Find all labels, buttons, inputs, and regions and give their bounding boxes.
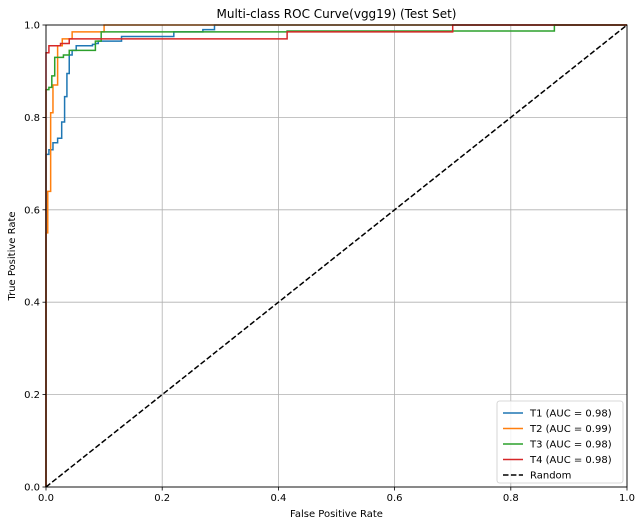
- x-tick-label: 0.8: [503, 493, 519, 504]
- x-tick-label: 1.0: [619, 493, 635, 504]
- series-line-5: [45, 24, 628, 488]
- plot-frame: [45, 24, 628, 488]
- x-tick-label: 0.2: [154, 493, 170, 504]
- y-tick-label: 0.2: [24, 390, 40, 401]
- y-tick-label: 0.4: [24, 298, 40, 309]
- y-tick-label: 0.0: [24, 483, 40, 494]
- chart-title: Multi-class ROC Curve(vgg19) (Test Set): [217, 7, 457, 21]
- legend-label: Random: [530, 471, 571, 482]
- legend-label: T4 (AUC = 0.98): [529, 455, 612, 466]
- x-tick-label: 0.6: [387, 493, 403, 504]
- series-line-4: [45, 24, 627, 487]
- x-tick-label: 0.4: [270, 493, 286, 504]
- y-tick-label: 0.8: [24, 113, 40, 124]
- series-line-2: [45, 24, 627, 487]
- y-axis-label: True Positive Rate: [7, 211, 18, 301]
- legend-label: T2 (AUC = 0.99): [529, 424, 612, 435]
- x-tick-label: 0.0: [38, 493, 54, 504]
- legend-label: T1 (AUC = 0.98): [529, 409, 612, 420]
- legend: T1 (AUC = 0.98) T2 (AUC = 0.99) T3 (AUC = …: [496, 400, 624, 484]
- legend-label: T3 (AUC = 0.98): [529, 440, 612, 451]
- series-lines: [45, 24, 628, 488]
- y-tick-label: 0.6: [24, 205, 40, 216]
- x-axis-label: False Positive Rate: [290, 509, 383, 520]
- legend-box: [496, 400, 624, 484]
- axis-ticks: 0.0 0.2 0.4 0.6 0.8 1.0 0.0 0.2 0.4 0.6 0.8 1.0: [24, 21, 635, 505]
- y-tick-label: 1.0: [24, 21, 40, 32]
